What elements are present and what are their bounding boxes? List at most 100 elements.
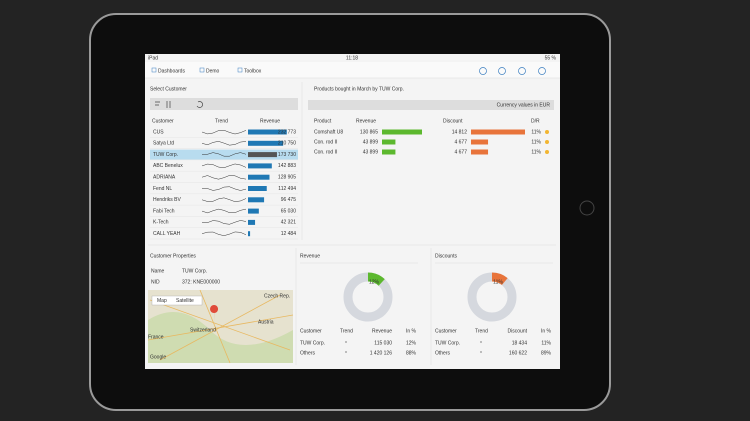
cell: Others xyxy=(300,350,316,356)
donut-label: 12% xyxy=(369,279,380,285)
panel-title: Customer Properties xyxy=(150,253,196,259)
trend-sparkline xyxy=(201,175,247,180)
cell: Others xyxy=(435,350,451,356)
cell: 18 434 xyxy=(512,340,528,346)
tab-icon xyxy=(237,67,243,73)
customer-name[interactable]: CUS xyxy=(153,129,164,135)
customer-name[interactable]: ABC Benelux xyxy=(153,163,183,169)
toolbar-button[interactable] xyxy=(479,67,487,75)
trend-sparkline xyxy=(201,231,247,236)
discount-bar xyxy=(471,149,489,155)
revenue-bar xyxy=(248,129,287,135)
revenue-bar xyxy=(382,139,396,145)
revenue-value: 173 730 xyxy=(278,152,296,158)
trend-sparkline xyxy=(201,152,247,157)
currency-note: Currency values in EUR xyxy=(497,102,551,108)
column-header: In % xyxy=(541,328,552,334)
tab[interactable]: Demo xyxy=(206,68,220,74)
toolbar-button[interactable] xyxy=(518,67,526,75)
filter-icon[interactable] xyxy=(196,101,203,108)
customer-name[interactable]: ADRIANA xyxy=(153,175,176,181)
customer-name[interactable]: CALL YEAH xyxy=(153,231,181,237)
customer-name[interactable]: Satya Ltd xyxy=(153,141,174,147)
map-button[interactable]: Satellite xyxy=(176,298,194,304)
revenue-value: 65 030 xyxy=(281,208,297,214)
home-button[interactable] xyxy=(579,200,595,216)
revenue-bar xyxy=(248,174,270,180)
map-region xyxy=(148,312,293,363)
column-header: Revenue xyxy=(260,118,280,124)
revenue-value: 96 475 xyxy=(281,197,297,203)
donut-share xyxy=(491,272,508,286)
trend-dot xyxy=(480,341,482,343)
cell: 88% xyxy=(406,350,417,356)
revenue-value: 112 494 xyxy=(278,186,296,192)
map-place: Czech Rep. xyxy=(264,293,290,299)
star-icon xyxy=(545,130,549,134)
panel-title: Select Customer xyxy=(150,86,187,92)
revenue-value: 232 773 xyxy=(278,129,296,135)
trend-sparkline xyxy=(201,197,247,202)
column-header: Customer xyxy=(435,328,457,334)
tab[interactable]: Toolbox xyxy=(244,68,262,74)
map-road xyxy=(199,289,231,364)
map-pin xyxy=(210,305,219,322)
cell: 115 030 xyxy=(374,340,392,346)
discount-bar xyxy=(471,139,489,145)
map-road xyxy=(149,299,291,351)
carrier: iPad xyxy=(148,55,158,61)
trend-sparkline xyxy=(201,163,247,169)
cell: 89% xyxy=(541,350,552,356)
revenue-value: 142 883 xyxy=(278,163,296,169)
column-header: D/R xyxy=(531,118,540,124)
trend-sparkline xyxy=(201,129,247,135)
filter-icon[interactable] xyxy=(155,101,160,106)
column-header: Discount xyxy=(443,118,463,124)
field-label: NID xyxy=(151,279,160,285)
revenue-bar xyxy=(382,149,396,155)
revenue-value: 130 865 xyxy=(360,129,378,135)
tab-icon xyxy=(151,67,157,73)
column-header: In % xyxy=(406,328,417,334)
customer-name[interactable]: K-Tech xyxy=(153,220,169,226)
customer-name[interactable]: Fabi Tech xyxy=(153,208,175,214)
dr-value: 11% xyxy=(531,129,541,135)
map-place: France xyxy=(148,334,164,340)
tab[interactable]: Dashboards xyxy=(158,68,185,74)
cell: 1 420 126 xyxy=(370,350,392,356)
discount-value: 4 677 xyxy=(454,149,467,155)
battery: 55 % xyxy=(545,55,557,61)
revenue-bar xyxy=(248,219,256,225)
revenue-bar xyxy=(248,163,272,169)
customer-name[interactable]: Fend NL xyxy=(153,186,172,192)
toolbar xyxy=(145,62,560,78)
dr-value: 11% xyxy=(531,139,541,145)
revenue-bar xyxy=(248,140,284,146)
revenue-bar xyxy=(248,197,265,203)
toolbar-button[interactable] xyxy=(538,67,546,75)
panel-title: Revenue xyxy=(300,253,320,259)
map-button[interactable]: Map xyxy=(157,298,167,304)
product-name: Comshaft U8 xyxy=(314,129,343,135)
discount-bar xyxy=(471,129,525,135)
revenue-value: 42 321 xyxy=(281,220,297,226)
discount-value: 14 812 xyxy=(452,129,468,135)
trend-sparkline xyxy=(201,141,247,146)
column-header: Revenue xyxy=(372,328,392,334)
star-icon xyxy=(545,150,549,154)
trend-sparkline xyxy=(201,186,247,191)
column-header: Customer xyxy=(300,328,322,334)
filter-icon[interactable] xyxy=(166,101,171,108)
column-header: Discount xyxy=(508,328,528,334)
column-header: Trend xyxy=(340,328,353,334)
map-switch xyxy=(151,295,203,306)
column-header: Product xyxy=(314,118,332,124)
donut-share xyxy=(367,272,385,286)
map-place: Switzerland xyxy=(190,327,216,333)
toolbar-button[interactable] xyxy=(498,67,506,75)
panel-title: Discounts xyxy=(435,253,457,259)
panel-title: Products bought in March by TUW Corp. xyxy=(314,86,404,92)
customer-name[interactable]: TUW Corp. xyxy=(153,152,178,158)
customer-name[interactable]: Hendriks BV xyxy=(153,197,181,203)
